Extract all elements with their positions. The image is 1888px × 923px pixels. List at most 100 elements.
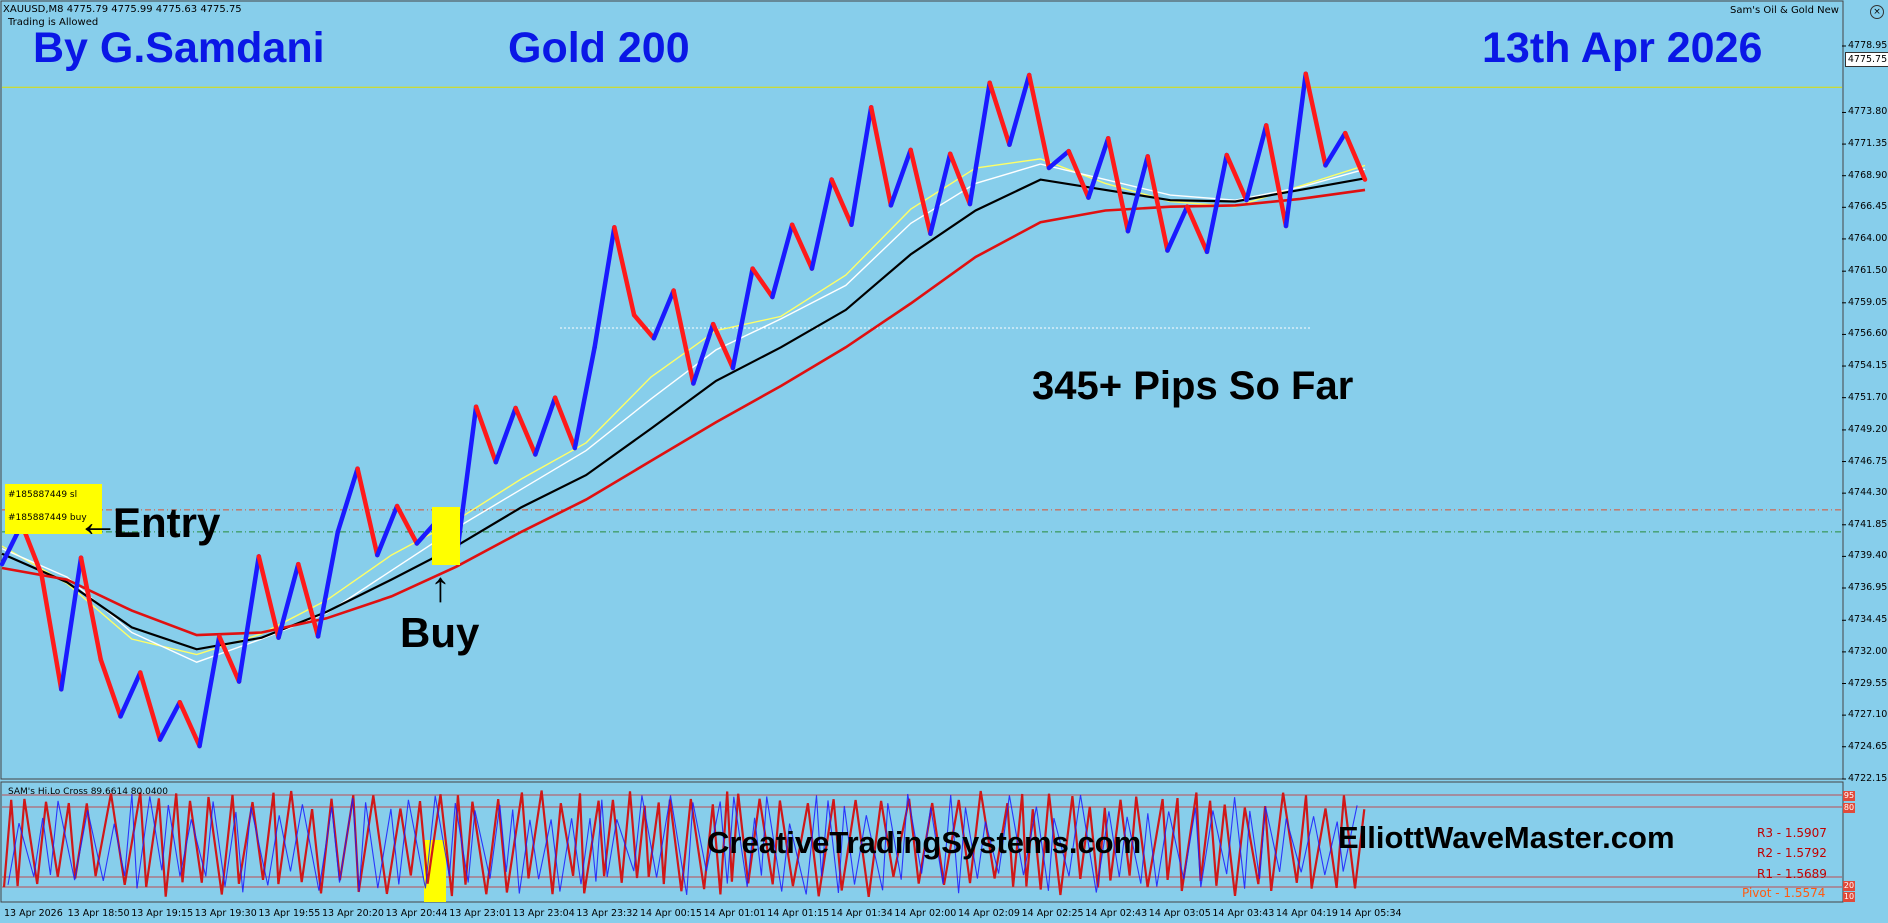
- price-segment: [612, 225, 637, 318]
- price-segment: [789, 222, 815, 271]
- osc-level-10: 10: [1843, 892, 1855, 902]
- price-segment: [908, 147, 933, 237]
- osc-level-80: 80: [1843, 803, 1855, 813]
- price-segment: [157, 699, 183, 742]
- price-tick-label: 4771.35: [1848, 138, 1888, 150]
- price-segment: [730, 266, 755, 371]
- watermark-creative: CreativeTradingSystems.com: [707, 825, 1142, 860]
- close-icon[interactable]: ×: [1870, 5, 1884, 19]
- strategy-title: Gold 200: [508, 24, 690, 72]
- ma-line-1: [1, 163, 1366, 663]
- price-segment: [533, 395, 558, 457]
- pips-annotation: 345+ Pips So Far: [1032, 364, 1354, 408]
- price-segment: [1007, 72, 1032, 147]
- current-price-tag: 4775.75: [1845, 52, 1888, 67]
- time-tick-label: 13 Apr 2026: [4, 908, 63, 919]
- price-segment: [217, 634, 242, 684]
- price-segment: [375, 503, 400, 558]
- price-tick-label: 4724.65: [1848, 740, 1888, 752]
- time-tick-label: 14 Apr 01:15: [767, 908, 830, 919]
- price-segment: [1342, 130, 1368, 182]
- pivot-r3: R3 - 1.5907: [1757, 826, 1827, 840]
- price-segment: [809, 177, 834, 271]
- price-tick-label: 4766.45: [1848, 201, 1888, 213]
- time-tick-label: 14 Apr 05:34: [1339, 908, 1402, 919]
- price-segment: [177, 699, 202, 749]
- price-tick-label: 4759.05: [1848, 296, 1888, 308]
- time-tick-label: 14 Apr 03:43: [1212, 908, 1275, 919]
- price-segment: [947, 151, 973, 207]
- time-tick-label: 14 Apr 02:25: [1021, 908, 1084, 919]
- author-title: By G.Samdani: [33, 24, 325, 72]
- pivot-r2: R2 - 1.5792: [1757, 846, 1827, 860]
- price-tick-label: 4754.15: [1848, 360, 1888, 372]
- price-segment: [98, 657, 123, 719]
- chart-frame: [0, 0, 1844, 780]
- oscillator-panel[interactable]: [0, 780, 1888, 905]
- price-segment: [1086, 136, 1111, 200]
- price-segment: [967, 80, 992, 207]
- pivot-r1: R1 - 1.5689: [1757, 867, 1827, 881]
- price-tick-label: 4773.80: [1848, 106, 1888, 118]
- time-tick-label: 13 Apr 23:04: [512, 908, 575, 919]
- price-tick-label: 4744.30: [1848, 487, 1888, 499]
- ma-line-3: [1, 188, 1366, 637]
- price-segment: [770, 222, 795, 300]
- buy-arrow: ↑: [430, 563, 451, 610]
- time-tick-label: 14 Apr 02:00: [894, 908, 957, 919]
- time-tick-label: 13 Apr 23:01: [449, 908, 512, 919]
- pivot-main: Pivot - 1.5574: [1742, 886, 1826, 900]
- price-segment: [1263, 123, 1289, 229]
- price-tick-label: 4761.50: [1848, 265, 1888, 277]
- price-segment: [355, 466, 380, 558]
- osc-buy-highlight: [424, 840, 446, 902]
- price-tick-label: 4727.10: [1848, 709, 1888, 721]
- price-tick-label: 4751.70: [1848, 391, 1888, 403]
- time-tick-label: 13 Apr 18:50: [67, 908, 130, 919]
- time-tick-label: 14 Apr 02:43: [1085, 908, 1148, 919]
- time-tick-label: 14 Apr 02:09: [958, 908, 1020, 919]
- osc-level-95: 95: [1843, 791, 1855, 801]
- price-segment: [78, 555, 104, 662]
- price-segment: [552, 395, 578, 451]
- entry-arrow: ←: [77, 498, 119, 545]
- price-segment: [651, 288, 676, 341]
- trade-sl-label: #185887449 sl: [8, 490, 78, 500]
- price-segment: [1105, 136, 1131, 234]
- price-segment: [631, 312, 657, 341]
- ma-line-2: [1, 177, 1366, 651]
- price-segment: [1145, 154, 1170, 253]
- buy-annotation: Buy: [400, 609, 480, 656]
- price-tick-label: 4736.95: [1848, 582, 1888, 593]
- price-tick-label: 4756.60: [1848, 328, 1888, 340]
- symbol-info: XAUUSD,M8 4775.79 4775.99 4775.63 4775.7…: [3, 4, 242, 15]
- osc-frame: [0, 781, 1844, 903]
- price-segment: [236, 554, 262, 684]
- time-tick-label: 14 Apr 01:01: [703, 908, 766, 919]
- price-segment: [1026, 72, 1052, 171]
- price-tick-label: 4749.20: [1848, 423, 1888, 435]
- price-tick-label: 4732.00: [1848, 645, 1888, 657]
- price-tick-label: 4722.15: [1848, 773, 1888, 784]
- time-tick-label: 13 Apr 20:44: [385, 908, 448, 919]
- price-segment: [473, 404, 499, 465]
- time-tick-label: 14 Apr 00:15: [640, 908, 702, 919]
- entry-highlight: [5, 484, 102, 534]
- price-tick-label: 4734.45: [1848, 614, 1888, 626]
- time-tick-label: 13 Apr 19:15: [131, 908, 194, 919]
- price-segment: [1283, 71, 1308, 229]
- price-segment: [1046, 148, 1071, 171]
- price-segment: [315, 529, 341, 639]
- price-segment: [1323, 130, 1348, 168]
- date-title: 13th Apr 2026: [1482, 24, 1763, 72]
- price-chart[interactable]: [0, 0, 1888, 780]
- buy-highlight: [432, 507, 460, 565]
- price-segment: [868, 105, 894, 208]
- price-segment: [59, 555, 84, 692]
- price-segment: [1125, 154, 1150, 234]
- price-segment: [1184, 204, 1210, 255]
- oscillator-name: SAM's Hi.Lo Cross 89.6614 80.0400: [8, 787, 169, 797]
- price-segment: [987, 80, 1012, 147]
- price-segment: [572, 345, 597, 451]
